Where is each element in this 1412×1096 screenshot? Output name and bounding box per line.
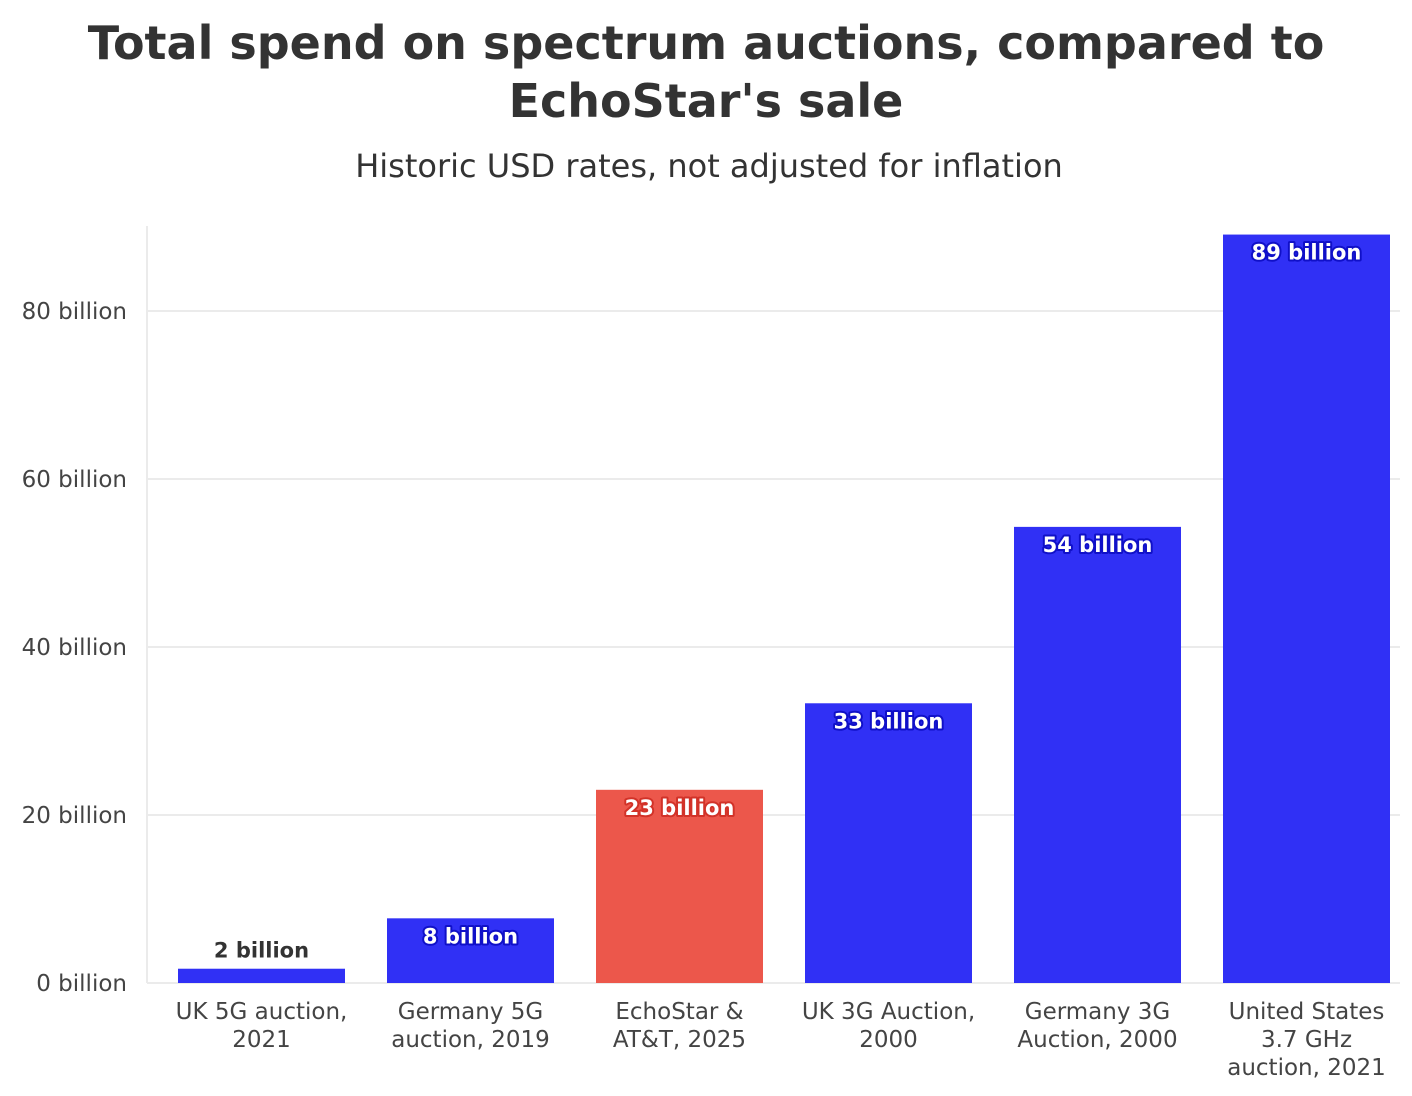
bars xyxy=(178,234,1390,983)
data-label: 8 billion xyxy=(423,924,518,948)
y-tick-label: 60 billion xyxy=(22,467,127,493)
y-axis-ticks: 0 billion 20 billion 40 billion 60 billion 8… xyxy=(22,299,127,997)
bar xyxy=(805,703,972,983)
bar xyxy=(387,918,554,983)
chart-title-line-1: Total spend on spectrum auctions, compar… xyxy=(87,16,1325,70)
x-axis-ticks: UK 5G auction, 2021 Germany 5G auction, 201… xyxy=(176,999,1386,1081)
bar xyxy=(178,968,345,983)
data-label: 33 billion xyxy=(834,709,944,733)
data-label: 23 billion xyxy=(625,796,735,820)
chart-title-line-2: EchoStar's sale xyxy=(508,74,904,128)
data-label: 54 billion xyxy=(1043,533,1153,557)
x-tick-label: Germany 5G auction, 2019 xyxy=(391,999,550,1053)
y-tick-label: 20 billion xyxy=(22,803,127,829)
y-tick-label: 40 billion xyxy=(22,635,127,661)
x-tick-label: United States 3.7 GHz auction, 2021 xyxy=(1227,999,1386,1081)
bar xyxy=(1223,234,1390,983)
y-tick-label: 80 billion xyxy=(22,299,127,325)
y-tick-label: 0 billion xyxy=(36,971,127,997)
gridlines xyxy=(147,310,1400,984)
bar xyxy=(596,789,763,983)
data-label: 2 billion xyxy=(214,939,309,963)
data-labels: 2 billion 8 billion 23 billion 33 billion 54… xyxy=(212,239,1363,965)
x-tick-label: UK 3G Auction, 2000 xyxy=(802,999,975,1053)
chart-subtitle: Historic USD rates, not adjusted for inf… xyxy=(355,147,1063,185)
x-tick-label: EchoStar & AT&T, 2025 xyxy=(613,999,746,1053)
x-tick-label: UK 5G auction, 2021 xyxy=(176,999,348,1053)
bar xyxy=(1014,526,1181,983)
data-label: 89 billion xyxy=(1252,241,1362,265)
chart-title: Total spend on spectrum auctions, compar… xyxy=(0,14,1412,130)
x-tick-label: Germany 3G Auction, 2000 xyxy=(1017,999,1177,1053)
